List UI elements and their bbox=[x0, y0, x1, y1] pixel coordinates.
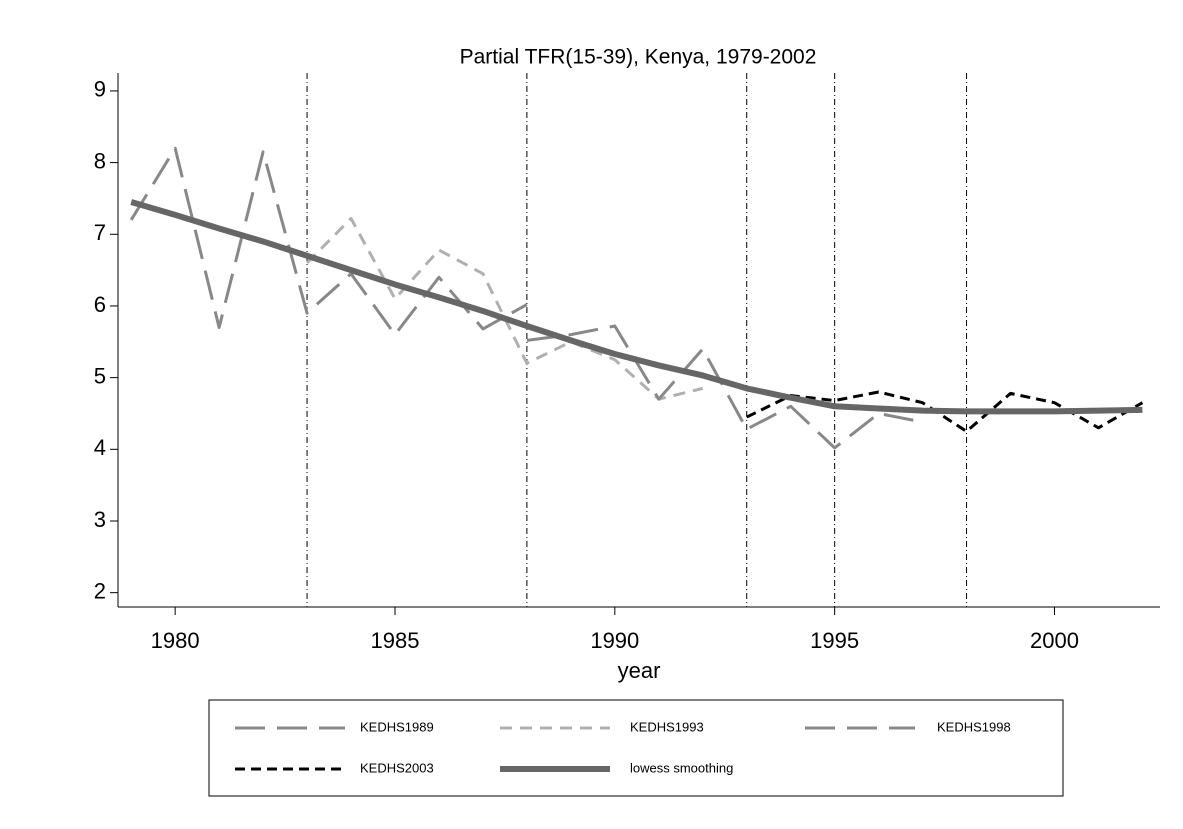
y-tick-label: 4 bbox=[94, 435, 106, 460]
chart-title: Partial TFR(15-39), Kenya, 1979-2002 bbox=[460, 46, 817, 69]
series-line bbox=[305, 217, 704, 401]
x-tick-label: 1985 bbox=[371, 628, 420, 653]
legend-label: KEDHS1989 bbox=[360, 719, 434, 734]
legend-label: KEDHS1993 bbox=[630, 719, 704, 734]
x-axis-label: year bbox=[618, 658, 661, 683]
x-tick-label: 1980 bbox=[151, 628, 200, 653]
y-tick-label: 5 bbox=[94, 363, 106, 388]
x-tick-label: 1995 bbox=[810, 628, 859, 653]
series-line bbox=[130, 199, 1143, 415]
series-line bbox=[746, 390, 1144, 433]
x-tick-label: 2000 bbox=[1030, 628, 1079, 653]
y-tick-label: 6 bbox=[94, 292, 106, 317]
legend-label: KEDHS2003 bbox=[360, 760, 434, 775]
y-tick-label: 8 bbox=[94, 148, 106, 173]
legend-label: KEDHS1998 bbox=[937, 719, 1011, 734]
x-tick-label: 1990 bbox=[590, 628, 639, 653]
legend-label: lowess smoothing bbox=[630, 760, 733, 775]
y-tick-label: 2 bbox=[94, 578, 106, 603]
y-tick-label: 9 bbox=[94, 77, 106, 102]
y-tick-label: 7 bbox=[94, 220, 106, 245]
y-tick-label: 3 bbox=[94, 507, 106, 532]
legend-box bbox=[208, 699, 1064, 797]
series-line bbox=[526, 324, 923, 450]
